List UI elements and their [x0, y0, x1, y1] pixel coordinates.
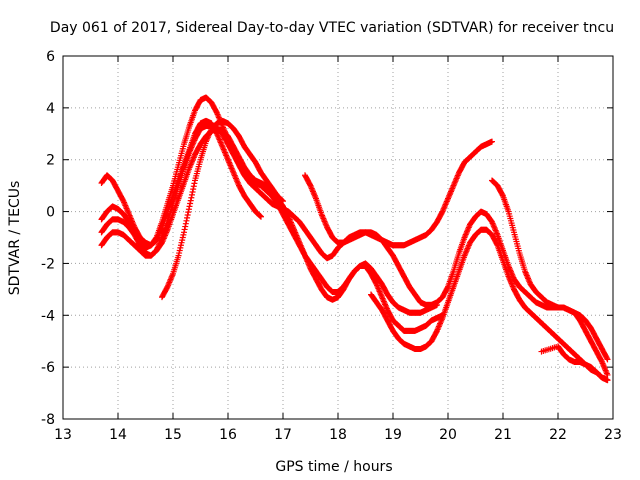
data-point — [489, 138, 495, 145]
y-tick-label: -8 — [41, 412, 55, 428]
data-point — [183, 217, 190, 224]
data-point — [190, 186, 197, 193]
x-tick-label: 16 — [219, 427, 237, 443]
data-point — [188, 191, 195, 198]
y-tick-label: -4 — [41, 308, 55, 324]
y-tick-label: -6 — [41, 360, 55, 376]
x-tick-label: 17 — [274, 427, 292, 443]
series-track-8 — [489, 177, 611, 378]
data-point — [191, 180, 198, 187]
data-point — [185, 209, 192, 216]
data-point — [604, 371, 611, 378]
data-points — [98, 94, 611, 384]
x-axis-label: GPS time / hours — [275, 459, 392, 475]
series-track-6 — [302, 172, 611, 363]
series-track-4 — [98, 125, 446, 334]
data-point — [499, 191, 506, 198]
x-tick-label: 14 — [109, 427, 127, 443]
data-point — [187, 197, 194, 204]
data-point — [604, 356, 611, 363]
x-tick-label: 23 — [604, 427, 622, 443]
series-track-9 — [538, 343, 611, 384]
data-point — [181, 229, 187, 236]
data-point — [184, 214, 191, 221]
chart-title: Day 061 of 2017, Sidereal Day-to-day VTE… — [50, 20, 614, 36]
data-point — [258, 213, 264, 220]
data-point — [603, 355, 610, 362]
x-tick-label: 13 — [54, 427, 72, 443]
data-point — [182, 223, 189, 230]
y-axis-label: SDTVAR / TECUs — [7, 181, 23, 296]
x-tick-label: 19 — [384, 427, 402, 443]
y-tick-label: 2 — [46, 153, 55, 169]
data-point — [187, 200, 194, 207]
data-point — [189, 188, 196, 195]
data-point — [190, 183, 197, 190]
data-point — [182, 220, 189, 227]
series-track-3 — [98, 123, 440, 316]
x-tick-label: 18 — [329, 427, 347, 443]
data-point — [493, 241, 500, 248]
data-point — [185, 206, 192, 213]
series-track-5 — [159, 117, 286, 301]
data-point — [444, 284, 451, 291]
data-point — [184, 212, 191, 219]
y-tick-label: 6 — [46, 49, 55, 65]
grid-lines — [63, 56, 613, 419]
x-tick-label: 20 — [439, 427, 457, 443]
axis-ticks: 13 14 15 16 17 18 19 20 21 22 23 -8 -6 -4 -2 0 2 4 6 — [41, 49, 622, 443]
data-point — [280, 198, 286, 205]
data-point — [188, 194, 195, 201]
data-point — [181, 226, 188, 233]
y-tick-label: -2 — [41, 256, 55, 272]
x-tick-label: 15 — [164, 427, 182, 443]
data-point — [186, 203, 193, 210]
x-tick-label: 22 — [549, 427, 567, 443]
y-tick-label: 0 — [46, 205, 55, 221]
data-point — [604, 377, 611, 384]
x-tick-label: 21 — [494, 427, 512, 443]
y-tick-label: 4 — [46, 101, 55, 117]
